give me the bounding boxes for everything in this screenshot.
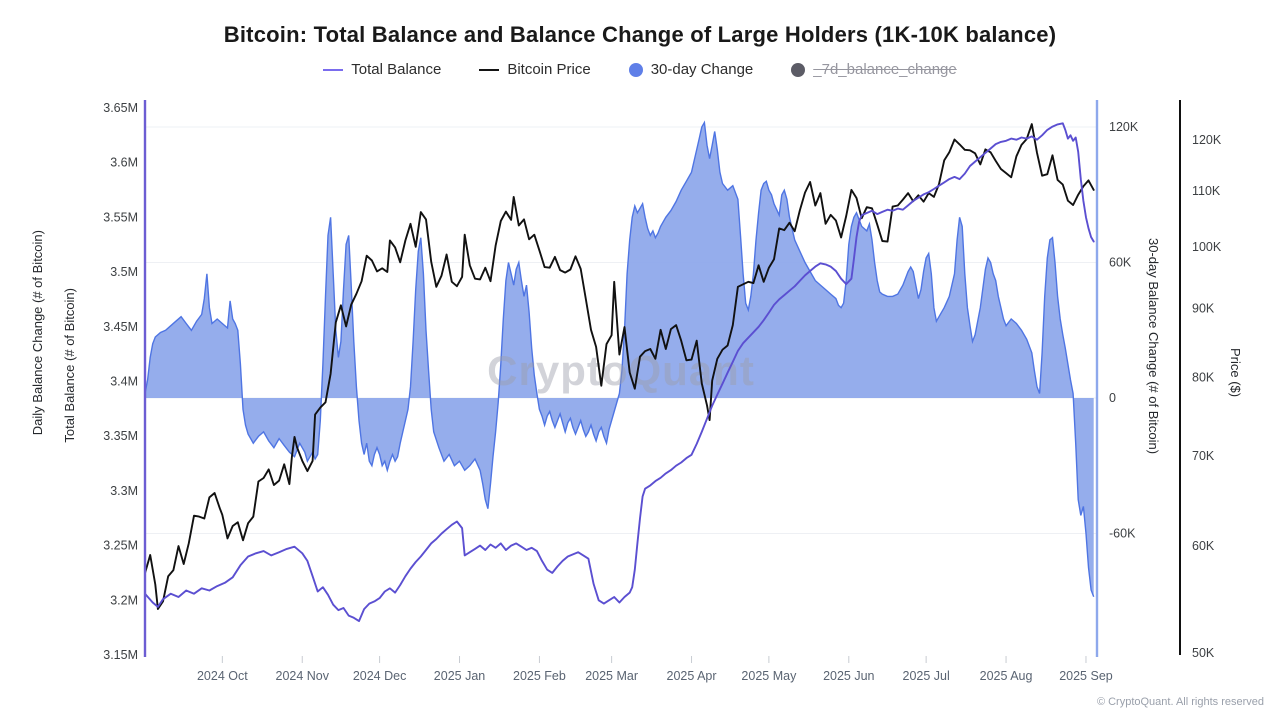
legend-item-7d-balance-change[interactable]: _7d_balance_change [791,61,957,78]
axis-title-price: Price ($) [1228,348,1243,398]
x-tick-label: 2025 Feb [513,669,566,683]
change-tick-label: 60K [1109,256,1132,270]
legend-item-total-balance[interactable]: Total Balance [323,61,441,78]
legend-item-30day-change[interactable]: 30-day Change [628,61,754,78]
x-axis: 2024 Oct 2024 Nov 2024 Dec 2025 Jan 2025 Feb… [197,656,1113,683]
x-tick-label: 2025 May [741,669,797,683]
x-tick-label: 2025 Sep [1059,669,1113,683]
watermark: CryptoQuant [487,347,755,394]
total-balance-line-swatch-icon [323,68,344,71]
price-tick-label: 70K [1192,449,1215,463]
balance-tick-label: 3.45M [103,320,138,334]
series-bitcoin-price-line [144,123,1095,610]
x-tick-label: 2024 Oct [197,669,248,683]
balance-tick-label: 3.55M [103,210,138,224]
price-tick-label: 100K [1192,240,1222,254]
x-tick-label: 2025 Aug [980,669,1033,683]
x-tick-label: 2025 Apr [667,669,717,683]
price-tick-label: 50K [1192,646,1215,660]
change-tick-label: 120K [1109,120,1139,134]
x-tick-label: 2024 Nov [276,669,330,683]
price-tick-label: 110K [1192,184,1221,198]
balance-tick-label: 3.6M [110,156,138,170]
x-tick-label: 2024 Dec [353,669,407,683]
price-tick-label: 80K [1192,371,1215,385]
legend-label: Bitcoin Price [507,61,591,78]
chart-title: Bitcoin: Total Balance and Balance Chang… [223,22,1057,47]
x-tick-label: 2025 Mar [585,669,638,683]
series-total-balance-line [144,122,1095,623]
axis-tick-labels: 3.65M 3.6M 3.55M 3.5M 3.45M 3.4M 3.35M 3.3M 3.25… [103,101,1222,662]
balance-tick-label: 3.25M [103,539,138,553]
legend-label: _7d_balance_change [813,61,957,78]
legend-item-bitcoin-price[interactable]: Bitcoin Price [479,61,591,78]
balance-tick-label: 3.5M [110,265,138,279]
balance-tick-label: 3.3M [110,484,138,498]
7d-change-dot-swatch-icon [791,62,806,77]
bitcoin-price-line-swatch-icon [479,68,500,71]
copyright-notice: © CryptoQuant. All rights reserved [1096,696,1264,708]
legend-label: Total Balance [351,61,442,78]
x-tick-label: 2025 Jan [434,669,485,683]
legend-label: 30-day Change [650,61,754,78]
price-tick-label: 90K [1192,302,1215,316]
balance-tick-label: 3.4M [110,375,138,389]
balance-tick-label: 3.65M [103,101,138,115]
change-tick-label: 0 [1109,391,1116,405]
change-dot-swatch-icon [628,62,643,77]
axis-title-30day-balance-change: 30-day Balance Change (# of Bitcoin) [1146,238,1161,455]
price-tick-label: 60K [1192,539,1215,553]
legend: Total Balance Bitcoin Price 30-day Chang… [0,61,1280,78]
change-tick-label: -60K [1109,526,1136,540]
x-tick-label: 2025 Jul [903,669,950,683]
balance-tick-label: 3.2M [110,593,138,607]
price-tick-label: 120K [1192,133,1222,147]
balance-tick-label: 3.15M [103,648,138,662]
x-tick-label: 2025 Jun [823,669,874,683]
area-outline [144,120,1095,597]
balance-tick-label: 3.35M [103,429,138,443]
